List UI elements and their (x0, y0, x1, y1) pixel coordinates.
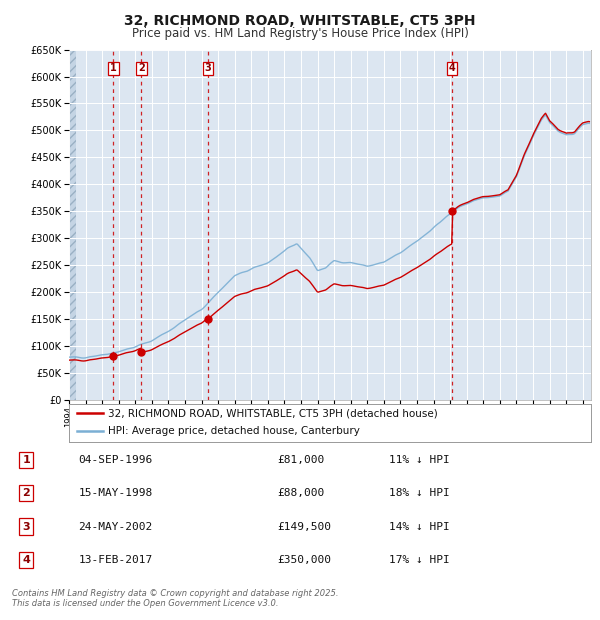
Text: £350,000: £350,000 (277, 555, 331, 565)
Text: 15-MAY-1998: 15-MAY-1998 (78, 489, 152, 498)
Text: Price paid vs. HM Land Registry's House Price Index (HPI): Price paid vs. HM Land Registry's House … (131, 27, 469, 40)
Text: 4: 4 (22, 555, 31, 565)
Text: 1: 1 (110, 63, 116, 73)
Text: 1: 1 (23, 455, 30, 465)
Text: 17% ↓ HPI: 17% ↓ HPI (389, 555, 450, 565)
Text: 14% ↓ HPI: 14% ↓ HPI (389, 521, 450, 531)
Text: 18% ↓ HPI: 18% ↓ HPI (389, 489, 450, 498)
Text: £88,000: £88,000 (277, 489, 324, 498)
Text: 04-SEP-1996: 04-SEP-1996 (78, 455, 152, 465)
Text: £81,000: £81,000 (277, 455, 324, 465)
Bar (69, 50, 76, 400)
Text: 11% ↓ HPI: 11% ↓ HPI (389, 455, 450, 465)
Text: 4: 4 (449, 63, 455, 73)
Text: 24-MAY-2002: 24-MAY-2002 (78, 521, 152, 531)
Text: 3: 3 (23, 521, 30, 531)
Text: 32, RICHMOND ROAD, WHITSTABLE, CT5 3PH (detached house): 32, RICHMOND ROAD, WHITSTABLE, CT5 3PH (… (108, 408, 438, 419)
Text: 13-FEB-2017: 13-FEB-2017 (78, 555, 152, 565)
Text: £149,500: £149,500 (277, 521, 331, 531)
Text: 32, RICHMOND ROAD, WHITSTABLE, CT5 3PH: 32, RICHMOND ROAD, WHITSTABLE, CT5 3PH (124, 14, 476, 28)
Text: 2: 2 (138, 63, 145, 73)
Text: Contains HM Land Registry data © Crown copyright and database right 2025.
This d: Contains HM Land Registry data © Crown c… (12, 589, 338, 608)
Bar (69, 50, 76, 400)
Text: 2: 2 (23, 489, 30, 498)
Text: HPI: Average price, detached house, Canterbury: HPI: Average price, detached house, Cant… (108, 427, 360, 436)
Text: 3: 3 (205, 63, 211, 73)
